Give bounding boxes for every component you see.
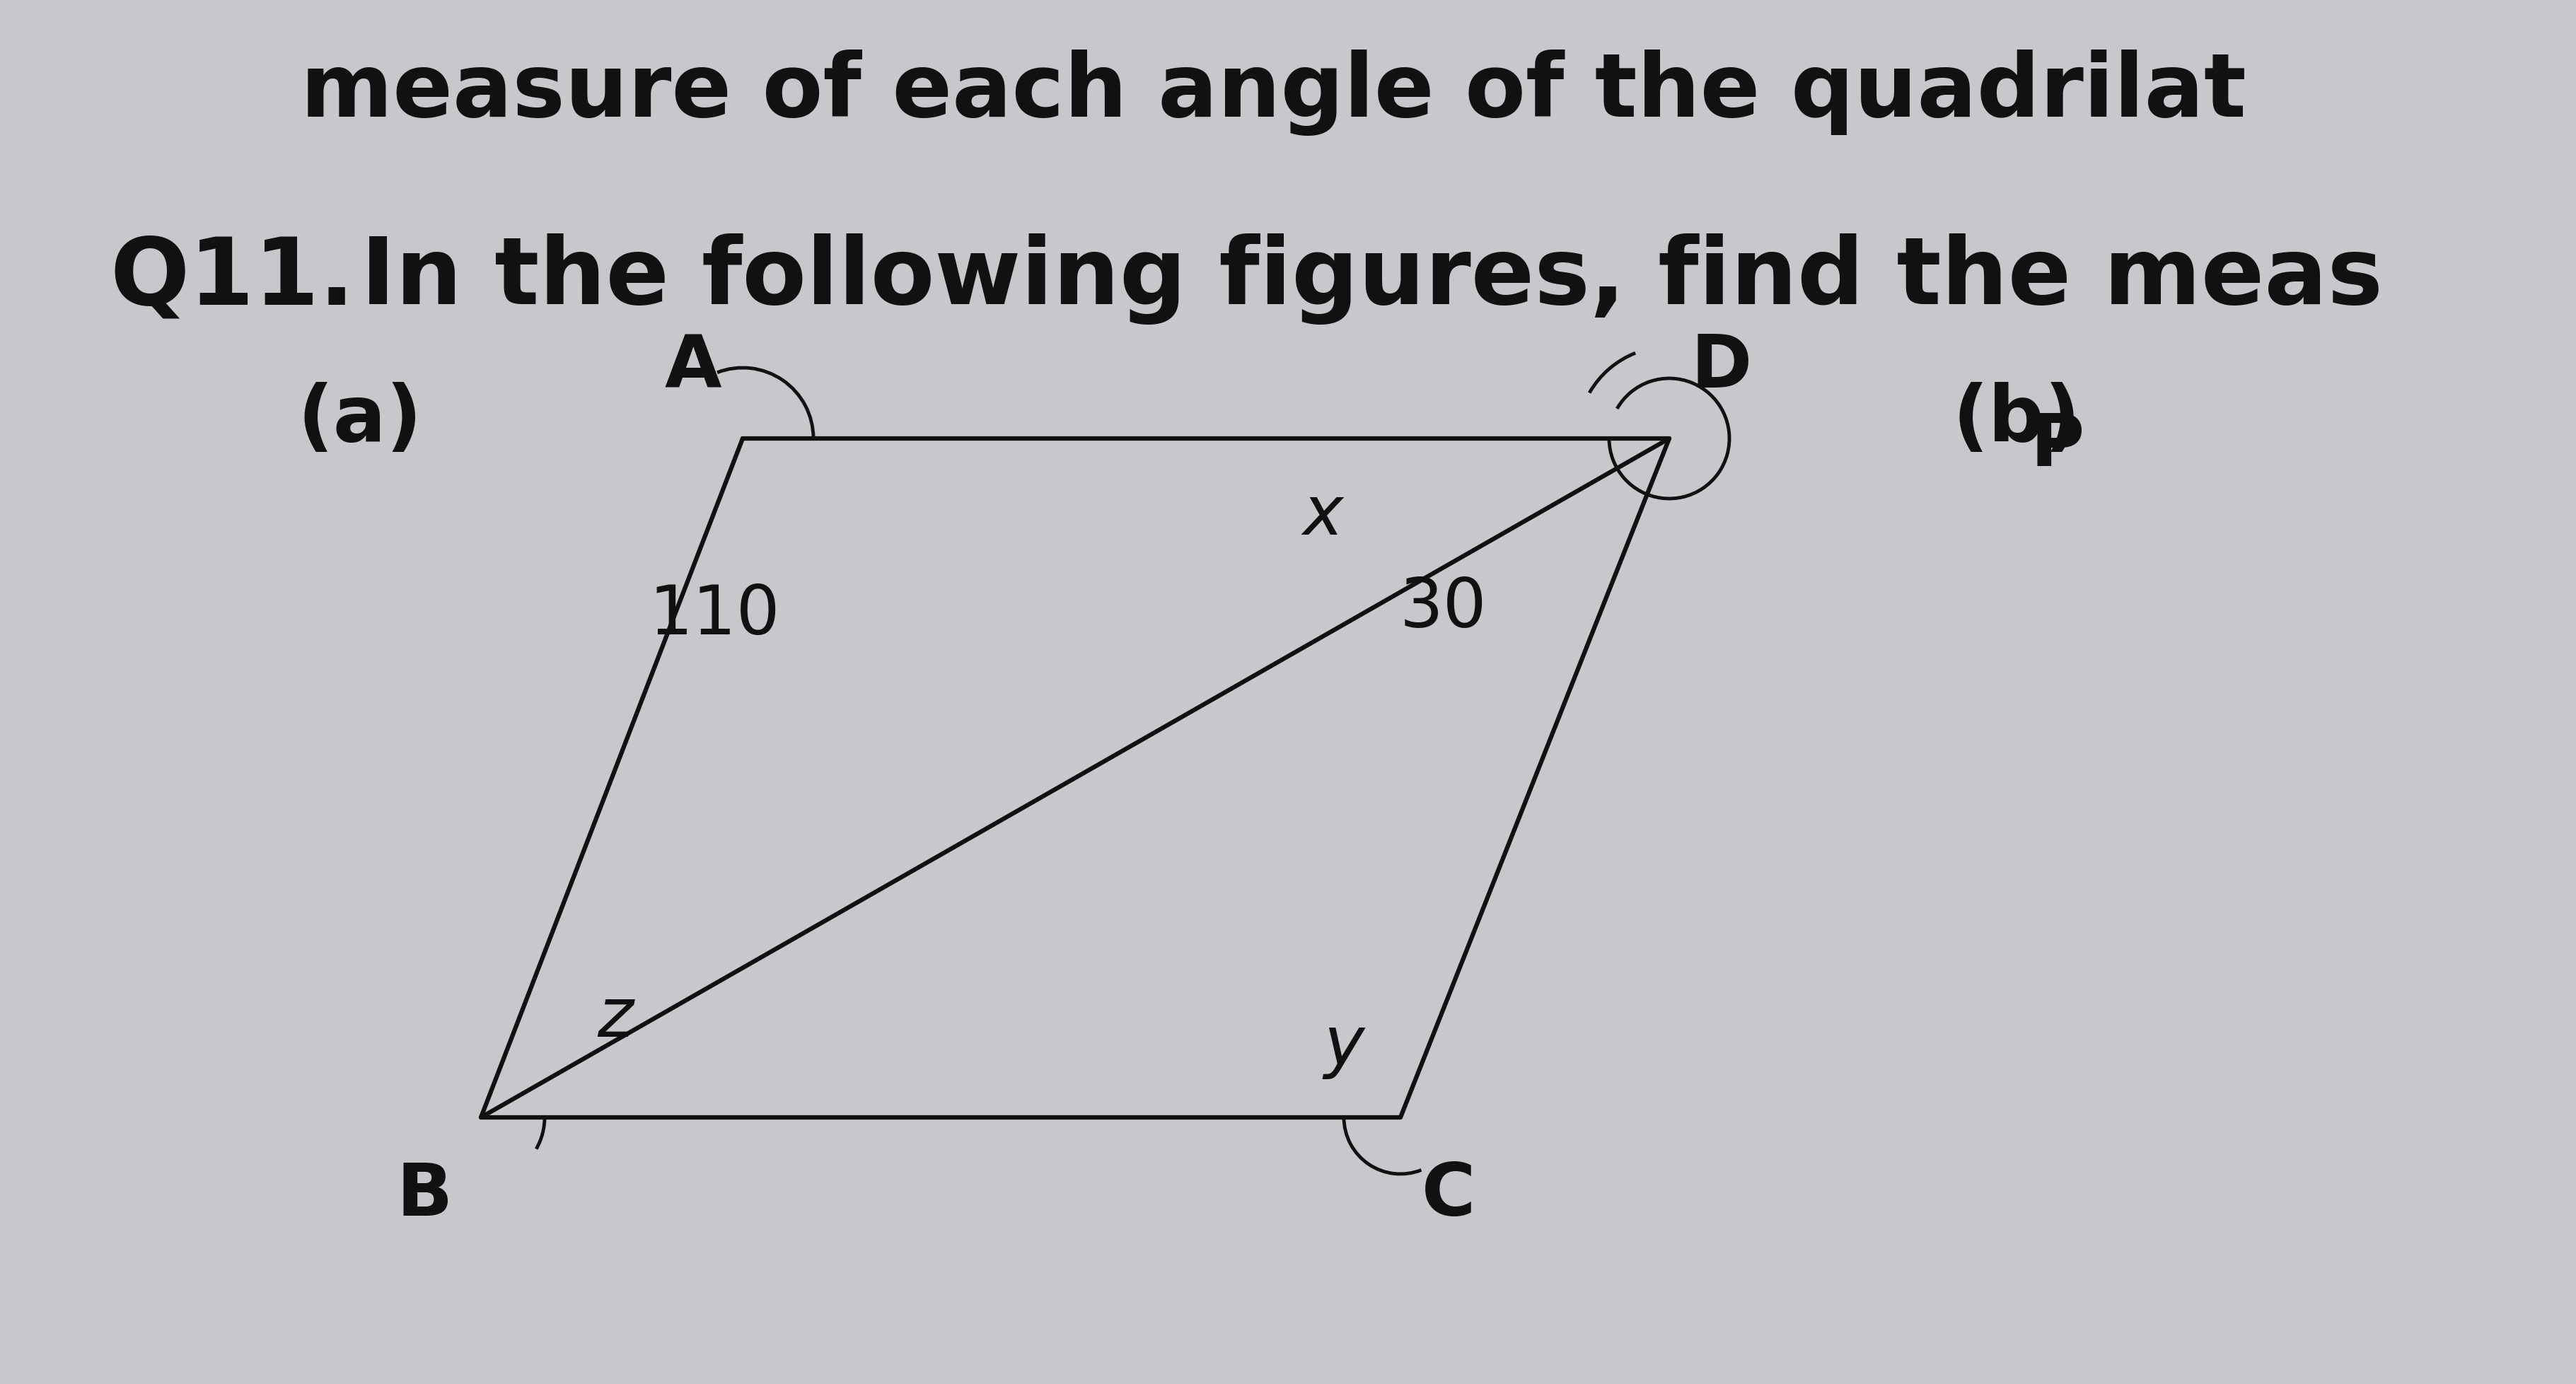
Text: Q11.: Q11. — [111, 234, 355, 324]
Text: D: D — [1690, 332, 1752, 403]
Text: (b): (b) — [1953, 382, 2081, 458]
Text: (a): (a) — [296, 382, 422, 458]
Text: C: C — [1422, 1160, 1476, 1232]
Text: y: y — [1324, 1013, 1365, 1080]
Text: In the following figures, find the meas: In the following figures, find the meas — [361, 234, 2383, 325]
Text: x: x — [1303, 483, 1342, 549]
Text: 110: 110 — [649, 583, 781, 648]
Text: measure of each angle of the quadrilat: measure of each angle of the quadrilat — [301, 50, 2246, 136]
Text: B: B — [397, 1160, 453, 1232]
Text: P: P — [2030, 410, 2084, 482]
Text: A: A — [665, 332, 721, 403]
Text: 30: 30 — [1399, 576, 1486, 641]
Text: z: z — [598, 985, 634, 1052]
